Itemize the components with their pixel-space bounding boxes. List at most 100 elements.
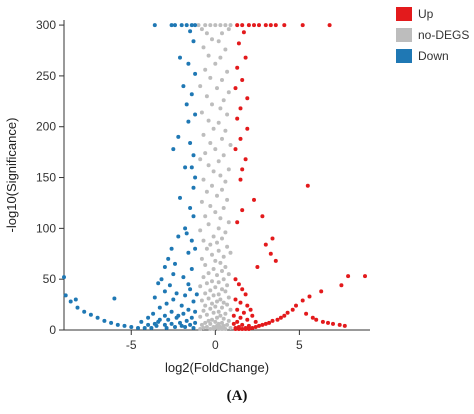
- y-tick-label: 50: [43, 272, 57, 286]
- point-down: [171, 297, 176, 302]
- point-no-degs: [225, 112, 230, 117]
- point-down: [164, 326, 169, 330]
- point-no-degs: [210, 317, 214, 322]
- point-no-degs: [201, 177, 206, 182]
- point-no-degs: [221, 316, 226, 321]
- point-up: [257, 23, 261, 28]
- point-down: [166, 317, 171, 322]
- point-up: [238, 177, 243, 182]
- data-points: [62, 23, 367, 331]
- point-no-degs: [206, 118, 211, 123]
- point-no-degs: [201, 132, 206, 137]
- point-up: [240, 23, 245, 28]
- point-down: [166, 256, 171, 261]
- point-up: [282, 313, 287, 318]
- point-no-degs: [198, 284, 203, 289]
- point-no-degs: [221, 153, 226, 158]
- point-down: [189, 267, 194, 271]
- point-no-degs: [210, 183, 214, 188]
- point-up: [243, 326, 248, 330]
- legend-swatch-up: [396, 7, 412, 21]
- point-no-degs: [218, 173, 223, 178]
- point-up: [290, 307, 295, 312]
- point-down: [169, 23, 174, 28]
- point-no-degs: [221, 206, 226, 210]
- point-no-degs: [228, 326, 233, 330]
- point-down: [63, 293, 68, 298]
- point-up: [243, 55, 248, 60]
- point-down: [102, 318, 107, 323]
- point-no-degs: [220, 136, 224, 141]
- point-down: [164, 301, 169, 306]
- volcano-plot: -5 0 5 0 50 100 150 200 250 300 log2(FoldChange)…: [4, 7, 469, 375]
- point-no-degs: [201, 45, 206, 50]
- point-no-degs: [199, 199, 204, 204]
- x-axis-label: log2(FoldChange): [165, 360, 269, 375]
- point-up: [263, 23, 268, 28]
- point-no-degs: [223, 179, 228, 184]
- point-no-degs: [210, 252, 214, 257]
- point-no-degs: [213, 61, 218, 66]
- point-up: [275, 317, 280, 322]
- point-up: [263, 321, 268, 326]
- point-down: [194, 292, 199, 297]
- point-no-degs: [226, 220, 231, 225]
- point-up: [319, 289, 324, 294]
- point-down: [152, 321, 157, 326]
- point-no-degs: [198, 84, 203, 89]
- point-no-degs: [201, 275, 206, 280]
- point-no-degs: [220, 287, 224, 292]
- point-no-degs: [215, 193, 219, 198]
- point-no-degs: [201, 308, 206, 313]
- point-no-degs: [220, 31, 224, 36]
- point-down: [82, 309, 87, 314]
- point-down: [173, 261, 177, 266]
- point-down: [183, 165, 188, 170]
- point-down: [176, 134, 181, 139]
- point-down: [129, 325, 134, 329]
- point-no-degs: [213, 258, 218, 263]
- point-no-degs: [228, 23, 233, 28]
- point-down: [193, 320, 198, 325]
- point-up: [240, 327, 245, 331]
- point-no-degs: [204, 325, 209, 329]
- legend: Up no-DEGS Down: [396, 7, 469, 63]
- point-up: [337, 322, 342, 327]
- point-down: [88, 312, 93, 317]
- point-down: [181, 311, 186, 316]
- point-no-degs: [203, 67, 208, 72]
- point-no-degs: [208, 288, 213, 293]
- point-up: [331, 321, 335, 326]
- point-down: [188, 322, 193, 327]
- point-no-degs: [225, 302, 230, 307]
- point-down: [167, 283, 172, 288]
- point-up: [233, 297, 238, 302]
- point-up: [326, 320, 330, 325]
- point-down: [157, 317, 162, 322]
- point-no-degs: [221, 254, 226, 259]
- point-no-degs: [226, 318, 231, 323]
- point-down: [186, 307, 191, 312]
- point-down: [193, 309, 198, 314]
- point-down: [193, 112, 198, 117]
- point-no-degs: [218, 260, 223, 265]
- point-down: [179, 23, 184, 28]
- point-no-degs: [208, 306, 213, 311]
- y-tick-label: 0: [49, 323, 56, 337]
- point-no-degs: [203, 320, 208, 325]
- point-up: [300, 23, 305, 28]
- point-up: [238, 136, 243, 141]
- point-no-degs: [216, 248, 221, 253]
- point-no-degs: [223, 230, 228, 235]
- point-up: [235, 65, 240, 70]
- point-down: [73, 297, 78, 302]
- point-no-degs: [203, 303, 208, 308]
- point-down: [157, 305, 162, 310]
- point-no-degs: [204, 281, 209, 286]
- x-tick-label: 5: [296, 338, 303, 352]
- point-down: [181, 275, 186, 280]
- point-no-degs: [210, 279, 214, 284]
- point-up: [241, 30, 246, 35]
- point-down: [151, 311, 156, 316]
- point-no-degs: [220, 78, 224, 82]
